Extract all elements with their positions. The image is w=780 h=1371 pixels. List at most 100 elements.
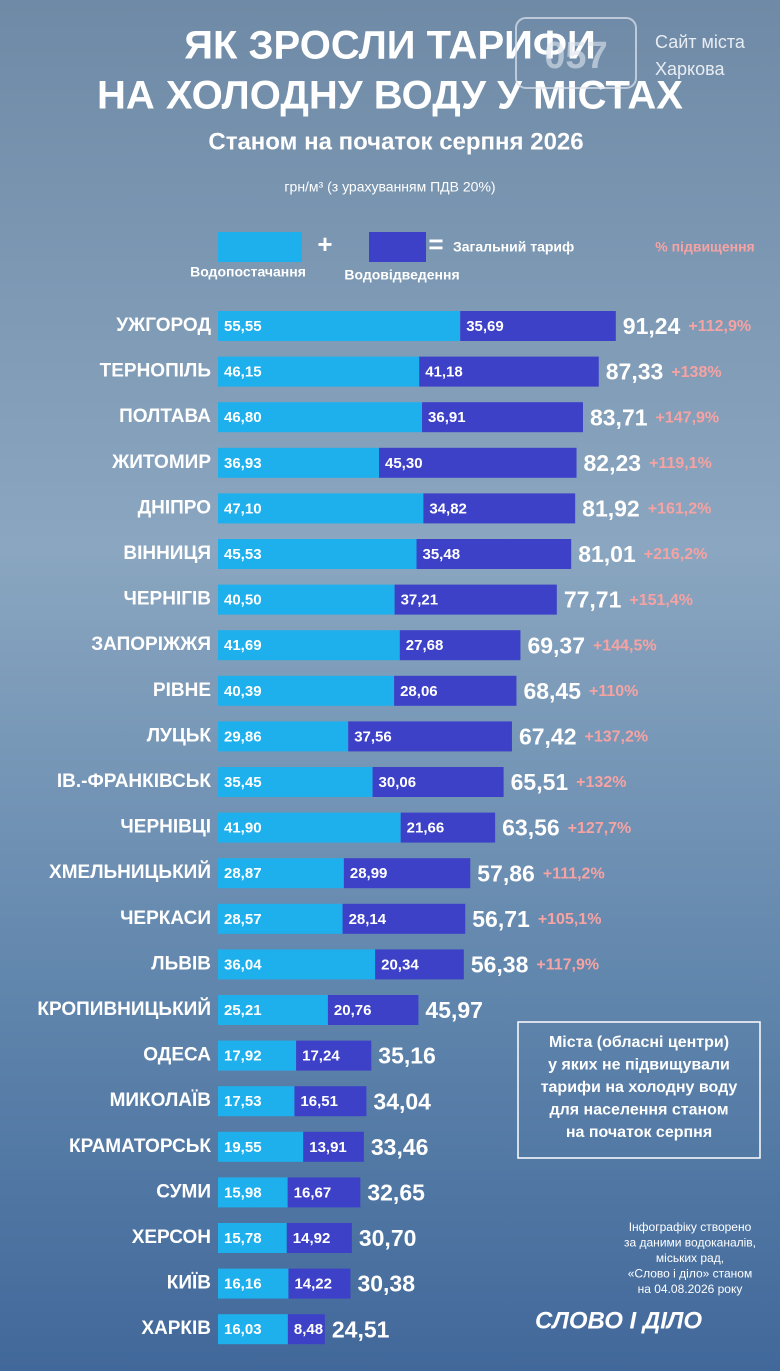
credit-line: за даними водоканалів,	[624, 1236, 756, 1250]
total-label: 91,24	[623, 313, 681, 339]
bar-segment	[287, 1314, 325, 1345]
value-label: 16,03	[224, 1321, 262, 1338]
city-label: РІВНЕ	[153, 680, 211, 701]
total-legend: Загальний тариф	[453, 239, 574, 255]
increase-label: +151,4%	[629, 592, 693, 609]
bar-segment	[218, 721, 349, 752]
value-label: 55,55	[224, 318, 262, 335]
bar-segment	[303, 1131, 364, 1162]
bar-segment	[379, 447, 577, 478]
bar-segment	[422, 402, 583, 433]
value-label: 40,39	[224, 683, 262, 700]
bar-segment	[218, 1314, 288, 1345]
total-label: 45,97	[425, 997, 483, 1023]
total-label: 69,37	[527, 632, 585, 658]
value-label: 8,48	[294, 1321, 323, 1338]
bar-segment	[296, 1040, 372, 1071]
note-line: на початок серпня	[566, 1124, 712, 1141]
bar-segment	[218, 767, 373, 797]
value-label: 46,15	[224, 364, 262, 381]
bar-segment	[372, 767, 504, 797]
city-label: ПОЛТАВА	[119, 406, 211, 427]
city-label: ЛУЦЬК	[147, 725, 212, 746]
title-line: НА ХОЛОДНУ ВОДУ У МІСТАХ	[97, 74, 683, 118]
increase-label: +161,2%	[648, 501, 712, 518]
value-label: 28,06	[400, 683, 438, 700]
note-box	[517, 1021, 761, 1159]
credit-line: міських рад,	[656, 1251, 724, 1265]
bar-segment	[423, 493, 576, 524]
bar-segment	[375, 949, 464, 980]
bar-segment	[218, 539, 417, 569]
total-label: 81,01	[578, 541, 636, 567]
value-label: 25,21	[224, 1002, 262, 1019]
bar-segment	[419, 356, 599, 387]
bar-segment	[218, 812, 401, 843]
city-label: ХАРКІВ	[141, 1318, 211, 1339]
city-label: ІВ.-ФРАНКІВСЬК	[57, 771, 212, 792]
total-label: 34,04	[373, 1088, 431, 1114]
city-label: ЛЬВІВ	[151, 953, 211, 974]
value-label: 19,55	[224, 1139, 262, 1156]
city-label: ЧЕРКАСИ	[120, 908, 211, 929]
bar-segment	[218, 949, 376, 980]
total-label: 56,38	[471, 951, 529, 977]
city-label: УЖГОРОД	[116, 315, 211, 336]
total-label: 56,71	[472, 906, 530, 932]
value-label: 17,24	[302, 1048, 340, 1065]
bar-segment	[218, 1086, 295, 1117]
value-label: 28,57	[224, 911, 262, 928]
value-label: 20,34	[381, 956, 419, 973]
site-logo-frame	[515, 17, 637, 89]
city-label: ХЕРСОН	[132, 1227, 211, 1248]
total-label: 30,38	[357, 1271, 415, 1297]
value-label: 41,90	[224, 820, 262, 837]
bar-segment	[460, 311, 616, 341]
value-label: 28,87	[224, 865, 262, 882]
total-label: 83,71	[590, 404, 648, 430]
credit-line: на 04.08.2026 року	[638, 1282, 743, 1296]
total-label: 63,56	[502, 815, 560, 841]
value-label: 16,16	[224, 1276, 262, 1293]
value-label: 45,30	[385, 455, 423, 472]
bar-segment	[218, 1177, 288, 1208]
legend-swatch	[218, 232, 302, 262]
bar-segment	[218, 1268, 289, 1299]
bar-segment	[287, 1177, 361, 1208]
value-label: 16,51	[300, 1093, 338, 1110]
equals-sign: =	[428, 229, 443, 259]
city-label: ЧЕРНІГІВ	[124, 589, 211, 610]
bar-segment	[294, 1086, 367, 1117]
legend-label: Водопостачання	[190, 264, 306, 280]
value-label: 36,91	[428, 409, 466, 426]
increase-label: +117,9%	[536, 957, 599, 974]
total-label: 81,92	[582, 495, 640, 521]
unit: грн/м³ (з урахуванням ПДВ 20%)	[284, 179, 495, 195]
city-label: ТЕРНОПІЛЬ	[100, 361, 211, 382]
bar-segment	[399, 630, 521, 661]
total-label: 65,51	[511, 769, 569, 795]
brand: СЛОВО І ДІЛО	[535, 1307, 702, 1334]
total-label: 32,65	[367, 1179, 425, 1205]
value-label: 35,45	[224, 774, 262, 791]
value-label: 29,86	[224, 728, 262, 745]
city-label: СУМИ	[156, 1181, 211, 1202]
bar-segment	[218, 311, 461, 341]
value-label: 28,99	[350, 865, 388, 882]
value-label: 37,56	[354, 728, 392, 745]
city-label: ЖИТОМИР	[111, 452, 211, 473]
increase-label: +127,7%	[568, 820, 632, 837]
bar-segment	[218, 1223, 287, 1253]
legend-label: Водовідведення	[344, 267, 459, 283]
value-label: 17,92	[224, 1048, 262, 1065]
bar-segment	[327, 995, 419, 1025]
site-logo: 057	[544, 35, 607, 77]
total-label: 33,46	[371, 1134, 429, 1160]
increase-label: +119,1%	[649, 455, 712, 472]
bar-segment	[288, 1268, 351, 1299]
city-label: ДНІПРО	[138, 497, 211, 518]
increase-label: +147,9%	[656, 409, 720, 426]
bar-segment	[218, 675, 395, 706]
value-label: 34,82	[429, 500, 467, 517]
